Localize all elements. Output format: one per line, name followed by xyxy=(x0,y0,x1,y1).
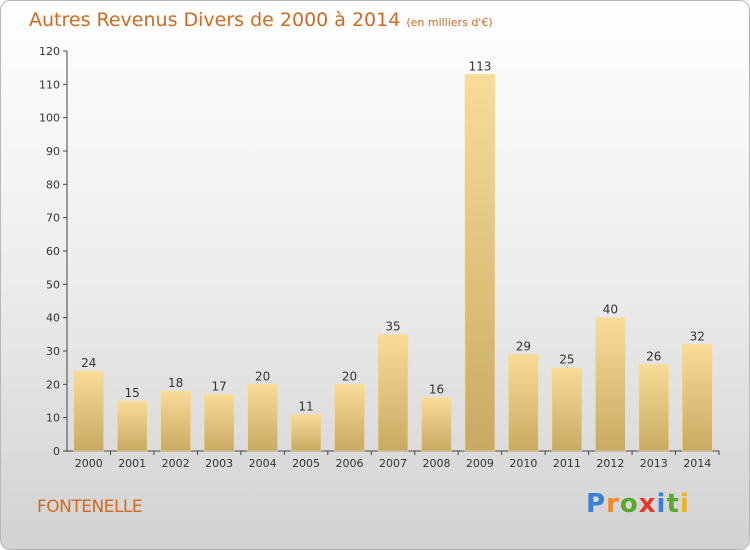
y-tick-label: 50 xyxy=(46,278,60,291)
x-tick-label: 2001 xyxy=(118,457,146,470)
y-tick-label: 30 xyxy=(46,345,60,358)
y-tick-label: 100 xyxy=(39,112,60,125)
chart-title: Autres Revenus Divers de 2000 à 2014 (en … xyxy=(29,9,493,31)
x-tick-label: 2014 xyxy=(683,457,711,470)
bar-value-label: 20 xyxy=(255,369,270,383)
y-tick-label: 60 xyxy=(46,245,60,258)
chart-unit: (en milliers d'€) xyxy=(406,16,493,29)
x-tick-label: 2007 xyxy=(379,457,407,470)
bar xyxy=(681,344,713,452)
chart-title-text: Autres Revenus Divers de 2000 à 2014 xyxy=(29,9,401,31)
bar-value-label: 16 xyxy=(429,383,444,397)
bar xyxy=(160,390,191,452)
bar xyxy=(73,370,105,452)
town-name: FONTENELLE xyxy=(37,497,143,517)
bar xyxy=(290,414,322,452)
bar-value-label: 25 xyxy=(559,353,574,367)
y-tick-label: 10 xyxy=(46,412,60,425)
logo-letter: i xyxy=(656,489,667,519)
x-tick-label: 2012 xyxy=(596,457,624,470)
bar xyxy=(551,367,583,452)
bar xyxy=(595,317,626,452)
bar xyxy=(638,364,670,452)
bar-value-label: 26 xyxy=(646,349,661,363)
x-tick-label: 2013 xyxy=(640,457,668,470)
x-tick-label: 2000 xyxy=(75,457,103,470)
bar-value-label: 17 xyxy=(211,379,226,393)
x-tick-label: 2002 xyxy=(162,457,190,470)
x-tick-label: 2003 xyxy=(205,457,233,470)
bar-value-label: 18 xyxy=(168,376,183,390)
y-tick-label: 90 xyxy=(46,145,60,158)
bar xyxy=(334,384,365,452)
bar xyxy=(247,384,278,452)
x-tick-label: 2004 xyxy=(249,457,277,470)
bar xyxy=(203,394,235,452)
logo-letter: P xyxy=(586,489,607,519)
bar xyxy=(421,397,452,452)
x-tick-label: 2008 xyxy=(422,457,450,470)
logo-letter: t xyxy=(666,489,680,519)
y-tick-label: 20 xyxy=(46,378,60,391)
x-tick-label: 2010 xyxy=(509,457,537,470)
logo-letter: x xyxy=(638,489,657,519)
y-tick-label: 110 xyxy=(39,78,60,91)
bar-value-label: 35 xyxy=(385,319,400,333)
bar-value-label: 32 xyxy=(690,329,705,343)
logo-letter: o xyxy=(619,489,639,519)
bar-value-label: 15 xyxy=(125,386,140,400)
bar-value-label: 113 xyxy=(468,59,491,73)
y-tick-label: 120 xyxy=(39,45,60,58)
bar-value-label: 40 xyxy=(603,303,618,317)
bar-value-label: 29 xyxy=(516,339,531,353)
y-tick-label: 70 xyxy=(46,212,60,225)
bar xyxy=(377,334,409,452)
bar xyxy=(508,354,539,452)
bar-value-label: 20 xyxy=(342,369,357,383)
logo-letter: r xyxy=(606,489,620,519)
x-tick-label: 2011 xyxy=(553,457,581,470)
x-tick-label: 2009 xyxy=(466,457,494,470)
y-tick-label: 80 xyxy=(46,178,60,191)
bar-value-label: 11 xyxy=(298,399,313,413)
proxiti-logo[interactable]: Proxiti xyxy=(586,489,690,519)
y-tick-label: 0 xyxy=(53,445,60,458)
x-tick-label: 2005 xyxy=(292,457,320,470)
bar xyxy=(116,400,148,452)
bar-value-label: 24 xyxy=(81,356,96,370)
logo-letter: i xyxy=(679,489,690,519)
y-tick-label: 40 xyxy=(46,312,60,325)
x-tick-label: 2006 xyxy=(336,457,364,470)
bar xyxy=(464,74,496,452)
